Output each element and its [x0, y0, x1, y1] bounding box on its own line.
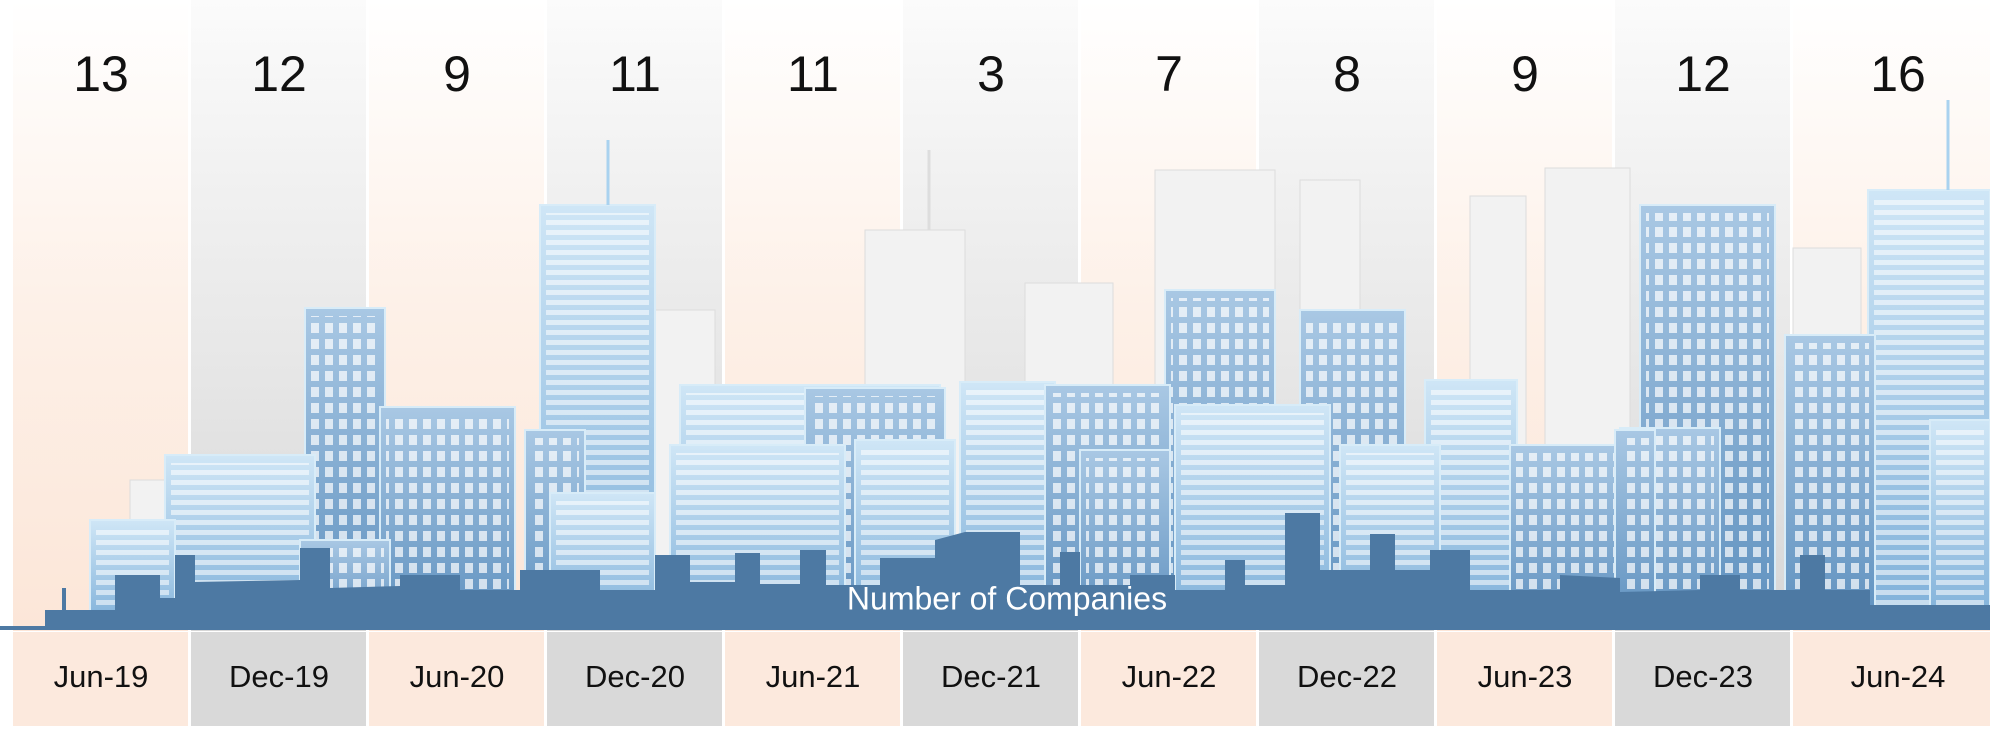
- period-label: Jun-23: [1478, 659, 1573, 694]
- chart-title: Number of Companies: [847, 580, 1167, 616]
- infographic: Number of Companies 13 Jun-19 12 Dec-19 9 Jun…: [0, 0, 1990, 726]
- period-label: Jun-21: [766, 659, 861, 694]
- company-count: 12: [1675, 46, 1731, 102]
- company-count: 16: [1870, 46, 1926, 102]
- company-count: 11: [787, 46, 839, 102]
- company-count: 13: [73, 46, 129, 102]
- company-count: 12: [251, 46, 307, 102]
- period-label: Dec-19: [229, 659, 329, 694]
- company-count: 9: [443, 46, 471, 102]
- company-count: 8: [1333, 46, 1361, 102]
- period-label: Jun-24: [1851, 659, 1946, 694]
- period-label: Dec-22: [1297, 659, 1397, 694]
- company-count: 7: [1155, 46, 1183, 102]
- period-label: Jun-22: [1122, 659, 1217, 694]
- company-count: 9: [1511, 46, 1539, 102]
- building-windows: [1936, 428, 1984, 626]
- period-label: Dec-20: [585, 659, 685, 694]
- period-label: Jun-20: [410, 659, 505, 694]
- period-label: Dec-23: [1653, 659, 1753, 694]
- company-count: 11: [609, 46, 661, 102]
- period-label: Jun-19: [54, 659, 149, 694]
- company-count: 3: [977, 46, 1005, 102]
- period-label: Dec-21: [941, 659, 1041, 694]
